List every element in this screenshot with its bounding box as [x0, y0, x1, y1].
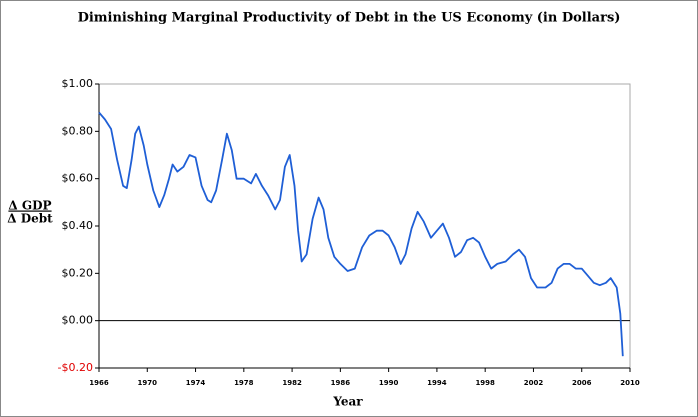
- x-tick-label: 1970: [138, 379, 158, 387]
- y-tick-label: $0.20: [62, 266, 94, 279]
- x-tick-label: 1974: [186, 379, 206, 387]
- x-tick-label: 1978: [234, 379, 254, 387]
- y-tick-label: $0.00: [62, 314, 94, 327]
- series-line: [98, 111, 624, 357]
- x-tick-label: 1990: [379, 379, 399, 387]
- x-tick-label: 1966: [89, 379, 109, 387]
- y-tick-label: $0.60: [62, 172, 94, 185]
- x-tick-label: 2010: [620, 379, 640, 387]
- x-tick-label: 1986: [331, 379, 351, 387]
- y-tick-label: $0.80: [62, 124, 94, 137]
- y-axis-label-numerator: Δ GDP: [8, 199, 51, 213]
- chart-title: Diminishing Marginal Productivity of Deb…: [78, 11, 621, 26]
- y-tick-label: -$0.20: [58, 361, 93, 374]
- y-tick-label: $1.00: [62, 77, 94, 90]
- x-tick-label: 1998: [475, 379, 495, 387]
- x-tick-label: 2006: [572, 379, 592, 387]
- y-tick-label: $0.40: [62, 219, 94, 232]
- x-tick-label: 1982: [282, 379, 302, 387]
- x-tick-label: 2002: [524, 379, 544, 387]
- x-tick-label: 1994: [427, 379, 447, 387]
- x-axis-label: Year: [332, 395, 363, 409]
- y-axis-label-denominator: Δ Debt: [7, 212, 53, 226]
